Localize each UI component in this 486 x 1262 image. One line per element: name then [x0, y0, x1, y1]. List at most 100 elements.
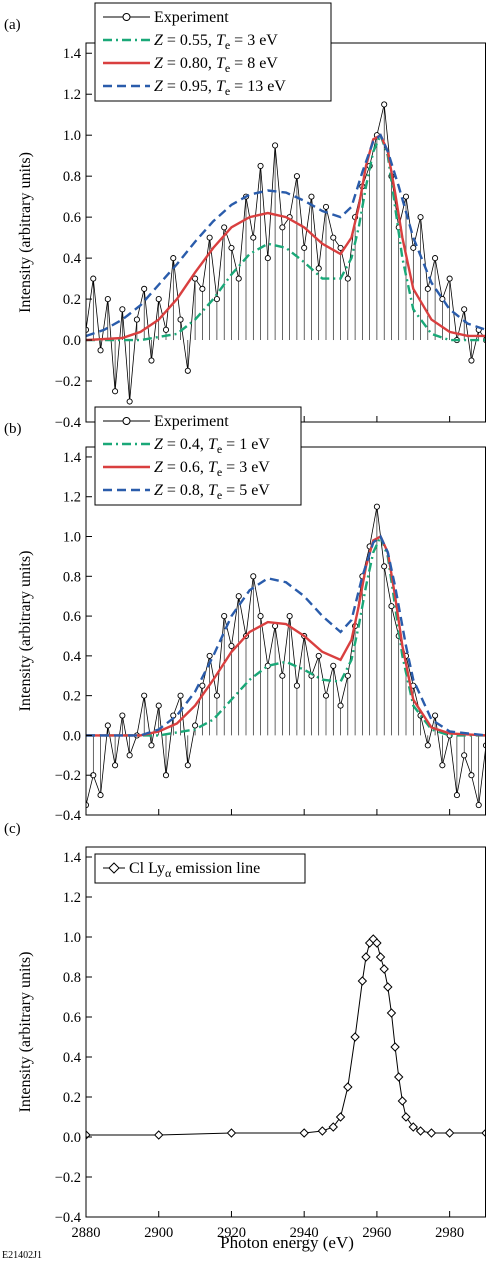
- y-tick-label: 1.2: [63, 87, 81, 103]
- y-tick-label: 1.2: [63, 490, 81, 506]
- y-axis-label: Intensity (arbitrary units): [17, 551, 34, 712]
- experiment-point: [148, 357, 155, 364]
- experiment-point: [206, 652, 213, 659]
- legend: Experiment Z = 0.55, Te = 3 eV Z = 0.80, T…: [94, 2, 332, 102]
- experiment-point: [126, 752, 133, 759]
- y-tick-label: 0.8: [63, 569, 81, 585]
- series-line: [86, 133, 486, 342]
- y-tick-label: −0.2: [55, 1170, 81, 1186]
- experiment-point: [322, 692, 330, 699]
- series-point: [397, 1096, 408, 1106]
- series-point: [361, 952, 371, 962]
- x-tick-label: 2880: [72, 1225, 101, 1241]
- legend-box: [94, 853, 306, 884]
- experiment-point: [461, 306, 468, 313]
- series-point: [299, 1128, 309, 1138]
- experiment-point: [344, 672, 351, 679]
- y-tick-label: 0.6: [63, 210, 81, 226]
- experiment-point: [155, 296, 162, 303]
- experiment-point: [424, 285, 431, 292]
- experiment-point: [439, 296, 446, 303]
- x-tick-label: 2900: [144, 1225, 173, 1241]
- experiment-point: [279, 672, 286, 679]
- experiment-point: [170, 255, 177, 262]
- y-tick-label: 1.4: [63, 46, 82, 62]
- experiment-point: [184, 762, 191, 769]
- experiment-point: [177, 316, 184, 323]
- y-tick-label: 0.2: [63, 689, 81, 705]
- plot-area: [86, 101, 486, 405]
- legend-marker: [122, 417, 131, 425]
- experiment-point: [410, 244, 417, 251]
- experiment-point: [97, 347, 104, 354]
- panel-label: (b): [4, 421, 22, 437]
- series-point: [390, 1042, 400, 1052]
- series-point: [343, 1082, 353, 1092]
- experiment-point: [293, 173, 300, 180]
- experiment-point: [432, 255, 439, 262]
- experiment-point: [432, 712, 439, 719]
- y-tick-label: 0.6: [63, 1010, 81, 1026]
- y-tick-label: 1.4: [63, 850, 82, 866]
- panel-3: (c) −0.4 −0.2 0.0 0.2 0.4 0.6 0.8 1.0 1.2 1.4 2880 2…: [4, 821, 486, 1241]
- experiment-line: [86, 506, 486, 806]
- experiment-point: [315, 652, 322, 659]
- experiment-point: [424, 742, 431, 749]
- experiment-point: [337, 244, 344, 251]
- series-line: [86, 131, 486, 342]
- experiment-point: [126, 398, 133, 405]
- experiment-point: [286, 613, 293, 620]
- experiment-point: [213, 296, 220, 303]
- experiment-point: [272, 142, 279, 149]
- legend: Experiment Z = 0.4, Te = 1 eV Z = 0.6, Te …: [94, 406, 302, 506]
- experiment-point: [119, 306, 126, 313]
- y-tick-label: 0.4: [63, 251, 82, 267]
- y-tick-label: 1.0: [63, 930, 81, 946]
- plot-area: [86, 503, 486, 809]
- experiment-point: [112, 388, 119, 395]
- y-tick-label: 0.2: [63, 292, 81, 308]
- y-tick-label: −0.4: [55, 808, 82, 824]
- experiment-point: [402, 193, 410, 200]
- experiment-point: [257, 162, 264, 169]
- experiment-point: [104, 722, 111, 729]
- x-tick-label: 2920: [217, 1225, 246, 1241]
- experiment-point: [322, 203, 330, 210]
- y-tick-label: 0.0: [63, 1130, 81, 1146]
- experiment-point: [228, 642, 235, 649]
- y-tick-label: 0.6: [63, 609, 81, 625]
- y-tick-label: 0.0: [63, 333, 81, 349]
- y-tick-label: −0.4: [55, 1210, 82, 1226]
- experiment-point: [330, 662, 337, 669]
- series-point: [415, 1126, 426, 1136]
- experiment-point: [250, 573, 257, 580]
- y-tick-label: 1.2: [63, 890, 81, 906]
- experiment-point: [192, 722, 199, 729]
- experiment-point: [388, 603, 395, 610]
- experiment-point: [213, 692, 220, 699]
- legend-label: Z = 0.95, Te = 13 eV: [154, 78, 286, 98]
- y-tick-label: 0.2: [63, 1090, 81, 1106]
- panel-label: (a): [4, 17, 21, 33]
- x-tick-label: 2980: [435, 1225, 464, 1241]
- panel-2: (b) −0.4 −0.2 0.0 0.2 0.4 0.6 0.8 1.0 1.2 1.4 Inten…: [4, 406, 486, 824]
- series-point: [317, 1126, 328, 1136]
- experiment-point: [315, 265, 322, 272]
- experiment-point: [250, 234, 257, 241]
- experiment-point: [417, 214, 424, 221]
- legend-label: Z = 0.55, Te = 3 eV: [154, 32, 278, 52]
- legend-marker: [108, 862, 120, 874]
- experiment-point: [155, 702, 162, 709]
- experiment-point: [228, 244, 235, 251]
- experiment-point: [199, 682, 206, 689]
- series-point: [379, 964, 389, 974]
- experiment-point: [446, 275, 453, 282]
- series-point: [383, 982, 393, 992]
- legend-label: Experiment: [154, 9, 229, 26]
- experiment-point: [221, 613, 228, 620]
- y-axis-label: Intensity (arbitrary units): [17, 952, 34, 1113]
- series-point: [335, 1112, 346, 1122]
- experiment-point: [381, 563, 388, 570]
- experiment-point: [373, 503, 380, 510]
